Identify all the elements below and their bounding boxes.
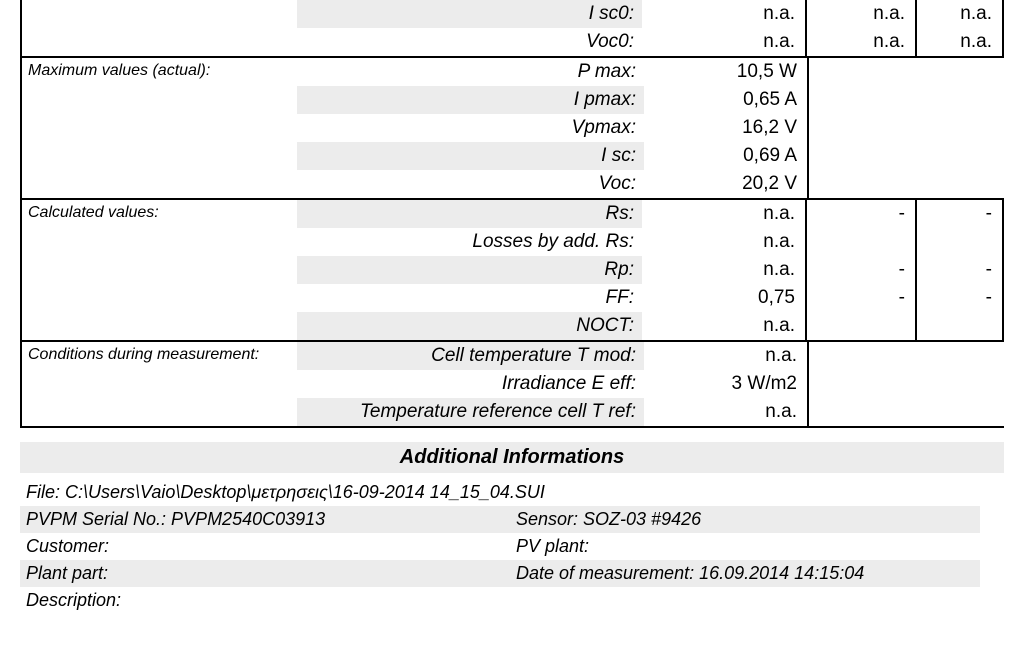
table-row: I sc: 0,69 A (22, 142, 1004, 170)
info-date: Date of measurement: 16.09.2014 14:15:04 (510, 560, 980, 587)
param-label: Rs: (297, 200, 642, 228)
section-label-empty (22, 28, 297, 56)
value-cell: n.a. (642, 228, 807, 256)
table-row: Vpmax: 16,2 V (22, 114, 1004, 142)
section-label: Conditions during measurement: (22, 342, 297, 370)
param-label: Losses by add. Rs: (297, 228, 642, 256)
param-label: Voc0: (297, 28, 642, 56)
table-row: Losses by add. Rs: n.a. (22, 228, 1002, 256)
value-cell: n.a. (807, 28, 917, 56)
block-top: I sc0: n.a. n.a. n.a. Voc0: n.a. n.a. n.… (20, 0, 1004, 58)
info-customer: Customer: (20, 533, 510, 560)
param-label: NOCT: (297, 312, 642, 340)
info-plant-part: Plant part: (20, 560, 510, 587)
info-sensor: Sensor: SOZ-03 #9426 (510, 506, 980, 533)
table-row: Irradiance E eff: 3 W/m2 (22, 370, 1004, 398)
value-cell: n.a. (642, 256, 807, 284)
table-row: Voc0: n.a. n.a. n.a. (22, 28, 1002, 56)
section-label-empty (22, 312, 297, 340)
value-cell: - (917, 284, 1002, 312)
value-cell: 0,69 A (644, 142, 809, 170)
table-row: Calculated values: Rs: n.a. - - (22, 200, 1002, 228)
table-row: FF: 0,75 - - (22, 284, 1002, 312)
param-label: Voc: (297, 170, 644, 198)
table-row: Conditions during measurement: Cell temp… (22, 342, 1004, 370)
value-cell: n.a. (807, 0, 917, 28)
value-cell: - (807, 256, 917, 284)
param-label: Temperature reference cell T ref: (297, 398, 644, 426)
value-cell (917, 228, 1002, 256)
info-row-description: Description: (20, 587, 980, 614)
value-cell (917, 312, 1002, 340)
section-label-empty (22, 142, 297, 170)
info-row-plantpart-date: Plant part: Date of measurement: 16.09.2… (20, 560, 980, 587)
block-calculated: Calculated values: Rs: n.a. - - Losses b… (20, 200, 1004, 342)
info-pv-plant: PV plant: (510, 533, 980, 560)
value-cell: - (917, 200, 1002, 228)
section-label-empty (22, 398, 297, 426)
section-label-empty (22, 228, 297, 256)
param-label: P max: (297, 58, 644, 86)
value-cell: 0,75 (642, 284, 807, 312)
table-row: NOCT: n.a. (22, 312, 1002, 340)
value-cell: 0,65 A (644, 86, 809, 114)
value-cell (807, 228, 917, 256)
table-row: I pmax: 0,65 A (22, 86, 1004, 114)
block-max-actual: Maximum values (actual): P max: 10,5 W I… (20, 58, 1004, 200)
info-file: File: C:\Users\Vaio\Desktop\μετρησεις\16… (20, 479, 980, 506)
section-label-empty (22, 0, 297, 28)
param-label: Vpmax: (297, 114, 644, 142)
value-cell: - (917, 256, 1002, 284)
additional-info-heading: Additional Informations (20, 442, 1004, 473)
value-cell: - (807, 284, 917, 312)
section-label-empty (22, 86, 297, 114)
section-label-empty (22, 114, 297, 142)
block-conditions: Conditions during measurement: Cell temp… (20, 342, 1004, 428)
value-cell: n.a. (917, 0, 1002, 28)
section-label-empty (22, 256, 297, 284)
table-row: Temperature reference cell T ref: n.a. (22, 398, 1004, 426)
page: I sc0: n.a. n.a. n.a. Voc0: n.a. n.a. n.… (0, 0, 1024, 634)
section-label: Calculated values: (22, 200, 297, 228)
value-cell: 20,2 V (644, 170, 809, 198)
value-cell (807, 312, 917, 340)
info-description: Description: (20, 587, 980, 614)
param-label: Cell temperature T mod: (297, 342, 644, 370)
param-label: I sc0: (297, 0, 642, 28)
info-row-serial-sensor: PVPM Serial No.: PVPM2540C03913 Sensor: … (20, 506, 980, 533)
value-cell: n.a. (642, 28, 807, 56)
info-row-customer-plant: Customer: PV plant: (20, 533, 980, 560)
section-label: Maximum values (actual): (22, 58, 297, 86)
param-label: I pmax: (297, 86, 644, 114)
section-label-empty (22, 284, 297, 312)
value-cell: 10,5 W (644, 58, 809, 86)
table-row: I sc0: n.a. n.a. n.a. (22, 0, 1002, 28)
section-label-empty (22, 370, 297, 398)
value-cell: 16,2 V (644, 114, 809, 142)
value-cell: n.a. (644, 398, 809, 426)
table-row: Rp: n.a. - - (22, 256, 1002, 284)
info-serial: PVPM Serial No.: PVPM2540C03913 (20, 506, 510, 533)
info-row-file: File: C:\Users\Vaio\Desktop\μετρησεις\16… (20, 479, 980, 506)
param-label: FF: (297, 284, 642, 312)
table-row: Maximum values (actual): P max: 10,5 W (22, 58, 1004, 86)
param-label: I sc: (297, 142, 644, 170)
section-label-empty (22, 170, 297, 198)
param-label: Irradiance E eff: (297, 370, 644, 398)
value-cell: n.a. (644, 342, 809, 370)
value-cell: n.a. (917, 28, 1002, 56)
value-cell: n.a. (642, 312, 807, 340)
table-row: Voc: 20,2 V (22, 170, 1004, 198)
param-label: Rp: (297, 256, 642, 284)
value-cell: n.a. (642, 0, 807, 28)
value-cell: 3 W/m2 (644, 370, 809, 398)
value-cell: n.a. (642, 200, 807, 228)
additional-info-section: File: C:\Users\Vaio\Desktop\μετρησεις\16… (20, 479, 980, 614)
value-cell: - (807, 200, 917, 228)
